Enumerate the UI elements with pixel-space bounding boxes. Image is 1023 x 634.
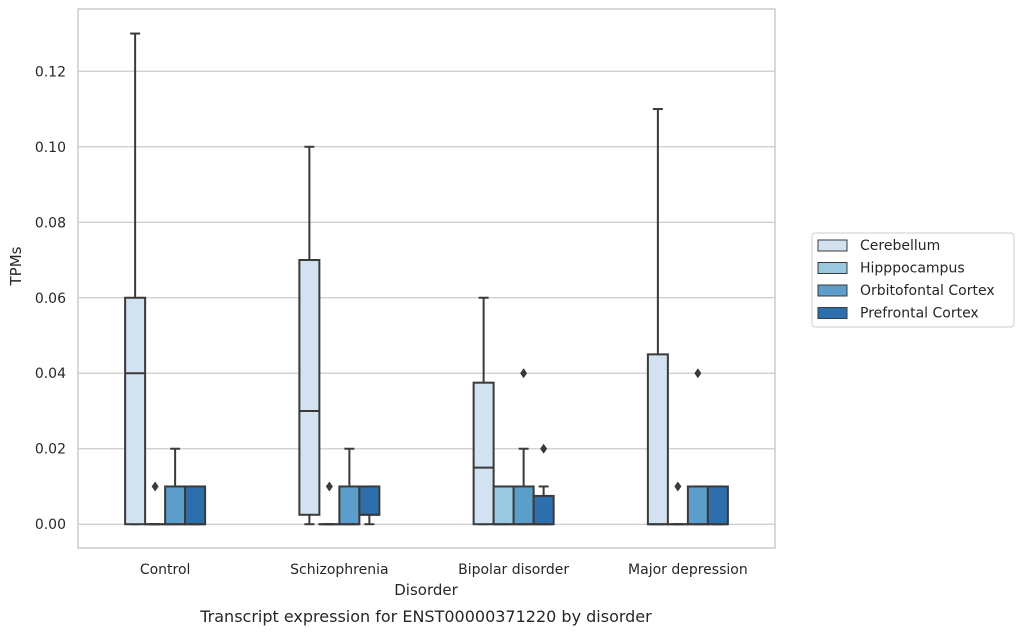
box-body <box>706 485 729 526</box>
box-body <box>124 296 147 526</box>
legend-label: Cerebellum <box>860 238 940 254</box>
box-body <box>358 485 381 516</box>
legend-label: Orbitofontal Cortex <box>860 283 995 299</box>
x-axis-ticks: Control Schizophrenia Bipolar disorder Majo… <box>140 562 748 578</box>
x-tick-label: Major depression <box>628 562 748 578</box>
chart-caption: Transcript expression for ENST0000037122… <box>199 607 652 626</box>
outlier-point <box>520 368 528 379</box>
box-3-0 <box>184 485 207 526</box>
outlier-point <box>325 481 333 492</box>
x-tick-label: Schizophrenia <box>290 562 388 578</box>
box-1-0 <box>144 481 167 526</box>
outlier-point <box>540 443 548 454</box>
box-2-2 <box>512 368 535 526</box>
box-1-3 <box>666 481 689 526</box>
y-axis-ticks: 0.00 0.02 0.04 0.06 0.08 0.10 0.12 <box>35 64 66 533</box>
box-1-1 <box>318 481 341 526</box>
legend-box <box>811 232 1015 328</box>
box-body <box>532 494 555 526</box>
legend-label: Prefrontal Cortex <box>860 306 979 322</box>
outlier-point <box>694 368 702 379</box>
box-body <box>164 485 187 526</box>
outlier-point <box>674 481 682 492</box>
box-body <box>472 381 495 526</box>
box-2-1 <box>338 447 361 526</box>
y-tick-label: 0.02 <box>35 442 66 458</box>
legend: Cerebellum Hipppocampus Orbitofontal Corte… <box>811 232 1015 328</box>
box-0-1 <box>298 145 321 526</box>
box-3-2 <box>532 443 555 526</box>
legend-swatch <box>817 284 848 297</box>
y-tick-label: 0.00 <box>35 517 66 533</box>
grid-lines <box>78 70 775 525</box>
box-body <box>512 485 535 526</box>
box-body <box>298 259 321 516</box>
box-0-2 <box>472 296 495 526</box>
box-1-2 <box>492 485 515 526</box>
box-0-0 <box>124 32 147 526</box>
y-axis-label: TPMs <box>7 246 25 286</box>
y-tick-label: 0.04 <box>35 366 66 382</box>
y-tick-label: 0.12 <box>35 64 66 80</box>
box-3-3 <box>706 485 729 526</box>
box-body <box>646 353 669 526</box>
legend-swatch <box>817 307 848 319</box>
plot-frame <box>77 8 776 549</box>
box-2-0 <box>164 447 187 526</box>
box-body <box>492 485 515 526</box>
y-tick-label: 0.06 <box>35 291 66 307</box>
x-tick-label: Control <box>140 562 191 578</box>
legend-swatch <box>817 262 848 274</box>
outlier-point <box>151 481 159 492</box>
legend-swatch <box>817 239 848 252</box>
plot-border <box>77 8 776 549</box>
box-body <box>686 485 709 526</box>
box-2-3 <box>686 368 709 526</box>
x-tick-label: Bipolar disorder <box>458 562 569 578</box>
legend-label: Hipppocampus <box>860 261 965 277</box>
x-axis-label: Disorder <box>394 581 458 599</box>
box-3-1 <box>358 485 381 526</box>
box-body <box>338 485 361 526</box>
boxes <box>124 32 729 526</box>
y-tick-label: 0.10 <box>35 140 66 156</box>
box-0-3 <box>646 108 669 526</box>
box-body <box>184 485 207 526</box>
y-tick-label: 0.08 <box>35 215 66 231</box>
